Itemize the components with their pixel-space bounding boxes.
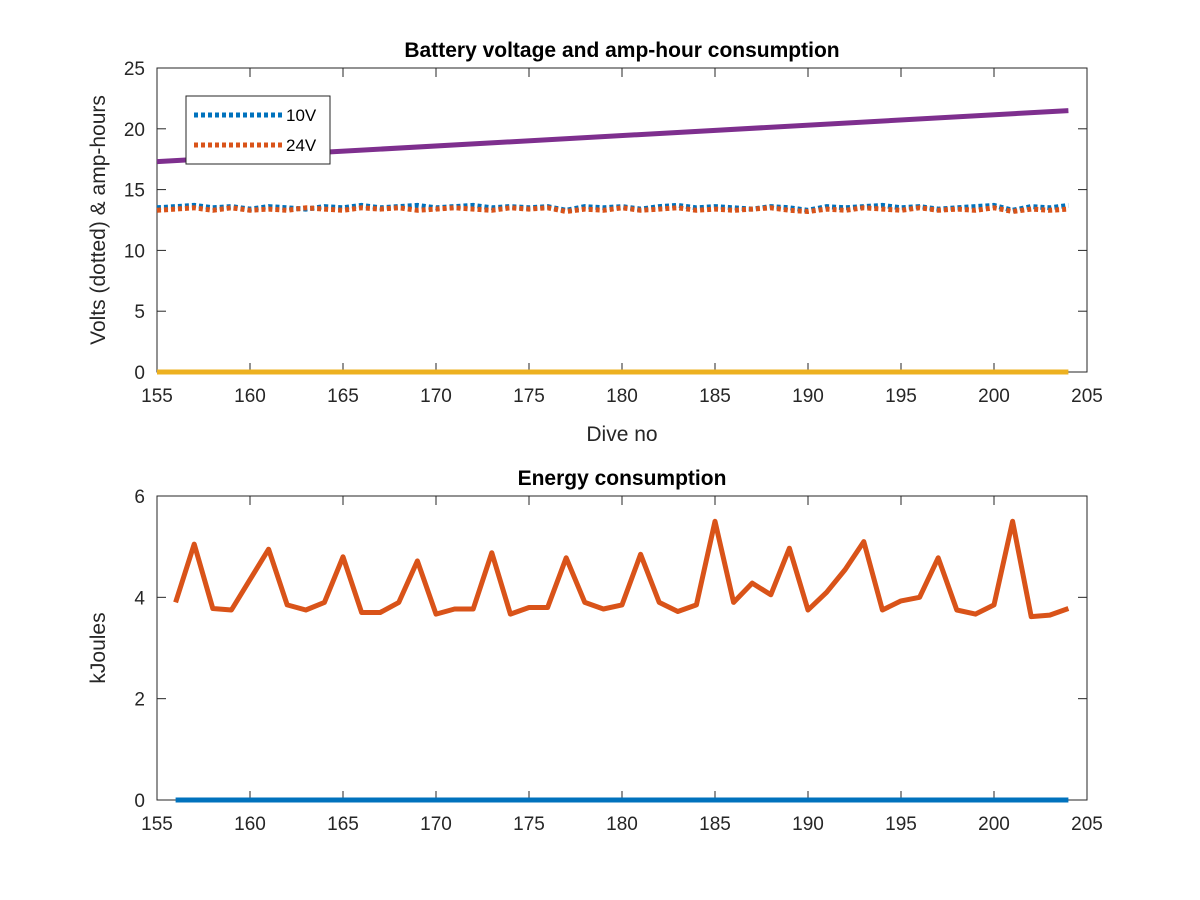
series-line-24v xyxy=(156,205,1069,214)
plot-area xyxy=(156,495,1088,801)
x-tick-label: 200 xyxy=(978,386,1010,407)
x-tick-label: 160 xyxy=(234,814,266,835)
chart-title: Energy consumption xyxy=(518,467,727,490)
y-tick-label: 10 xyxy=(124,241,145,262)
x-tick-label: 175 xyxy=(513,386,545,407)
x-tick-label: 185 xyxy=(699,386,731,407)
y-axis-label: kJoules xyxy=(87,612,110,683)
x-tick-label: 185 xyxy=(699,814,731,835)
x-tick-label: 155 xyxy=(141,814,173,835)
y-tick-label: 4 xyxy=(134,588,145,609)
y-tick-label: 2 xyxy=(134,690,145,711)
x-tick-label: 200 xyxy=(978,814,1010,835)
y-tick-label: 5 xyxy=(134,302,145,323)
y-tick-label: 6 xyxy=(134,487,145,508)
x-tick-label: 190 xyxy=(792,386,824,407)
x-tick-label: 165 xyxy=(327,386,359,407)
y-tick-label: 0 xyxy=(134,363,145,384)
x-tick-label: 195 xyxy=(885,814,917,835)
chart-title: Battery voltage and amp-hour consumption xyxy=(404,39,839,62)
chart-1: 155 160 165 170 175 180 185 190 195 200 205 0 5 10 15 2… xyxy=(87,39,1103,446)
x-tick-label: 165 xyxy=(327,814,359,835)
x-tick-label: 190 xyxy=(792,814,824,835)
x-tick-label: 175 xyxy=(513,814,545,835)
y-axis-label: Volts (dotted) & amp-hours xyxy=(87,95,110,345)
legend-label-10v: 10V xyxy=(286,106,317,125)
y-tick-label: 25 xyxy=(124,59,145,80)
x-tick-label: 205 xyxy=(1071,814,1103,835)
x-tick-label: 180 xyxy=(606,814,638,835)
x-tick-label: 195 xyxy=(885,386,917,407)
chart-2: 155 160 165 170 175 180 185 190 195 200 205 0 2 4 6 Ene… xyxy=(87,467,1103,835)
series-line-1 xyxy=(173,518,1070,620)
x-tick-label: 170 xyxy=(420,386,452,407)
y-tick-label: 0 xyxy=(134,791,145,812)
x-tick-label: 180 xyxy=(606,386,638,407)
y-tick-label: 20 xyxy=(124,120,145,141)
x-tick-label: 155 xyxy=(141,386,173,407)
y-tick-label: 15 xyxy=(124,181,145,202)
legend-label-24v: 24V xyxy=(286,136,317,155)
legend-box xyxy=(185,95,331,165)
x-axis-label: Dive no xyxy=(586,423,657,446)
legend: 10V 24V xyxy=(185,95,331,165)
x-tick-label: 205 xyxy=(1071,386,1103,407)
x-tick-label: 160 xyxy=(234,386,266,407)
x-tick-label: 170 xyxy=(420,814,452,835)
